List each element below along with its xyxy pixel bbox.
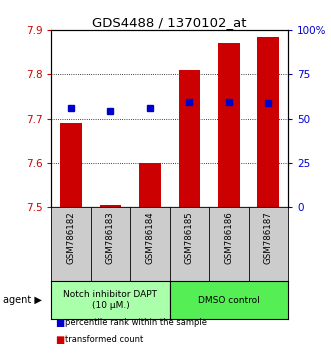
Title: GDS4488 / 1370102_at: GDS4488 / 1370102_at [92, 16, 247, 29]
Text: GSM786185: GSM786185 [185, 211, 194, 264]
Bar [139, 163, 161, 207]
Text: GSM786183: GSM786183 [106, 211, 115, 264]
Text: ■: ■ [55, 318, 64, 328]
Text: Notch inhibitor DAPT
(10 μM.): Notch inhibitor DAPT (10 μM.) [64, 290, 158, 310]
Text: transformed count: transformed count [65, 335, 143, 344]
Bar [218, 44, 240, 207]
Text: agent ▶: agent ▶ [3, 295, 42, 305]
Text: percentile rank within the sample: percentile rank within the sample [65, 318, 207, 327]
Text: GSM786186: GSM786186 [224, 211, 233, 264]
Bar [100, 205, 121, 207]
Text: GSM786182: GSM786182 [67, 211, 75, 264]
Text: GSM786187: GSM786187 [264, 211, 273, 264]
Text: GSM786184: GSM786184 [145, 211, 155, 264]
Bar [258, 37, 279, 207]
Text: DMSO control: DMSO control [198, 296, 260, 304]
Bar [178, 70, 200, 207]
Text: ■: ■ [55, 335, 64, 345]
Bar [60, 123, 82, 207]
